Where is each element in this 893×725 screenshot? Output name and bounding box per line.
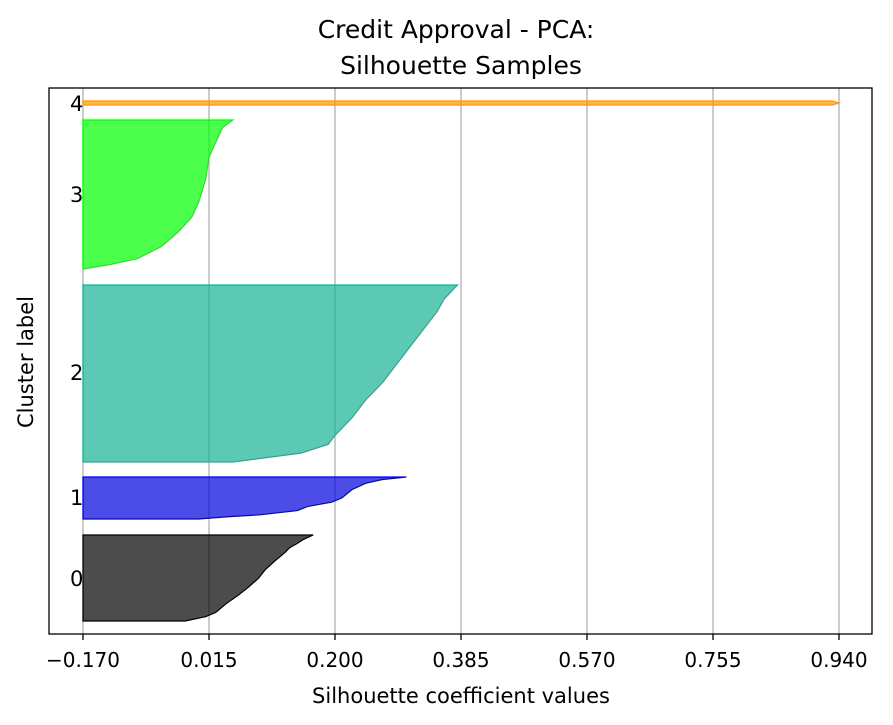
cluster-areas: 0 1 2 3 4 [70,92,842,622]
x-tick-label: 0.015 [180,648,237,672]
x-tick-label: 0.570 [558,648,615,672]
x-tick-label: 0.200 [306,648,363,672]
x-axis-ticks: −0.170 0.015 0.200 0.385 0.570 0.755 0.940 [46,634,868,672]
cluster-1-area [82,476,407,520]
cluster-3-label: 3 [70,183,83,207]
x-tick-label: −0.170 [46,648,120,672]
x-tick-label: 0.385 [432,648,489,672]
x-tick-label: 0.940 [810,648,867,672]
x-tick-label: 0.755 [684,648,741,672]
cluster-4-area [82,100,842,106]
cluster-0-area [82,534,314,622]
chart-title-line1: Credit Approval - PCA: [318,15,595,44]
cluster-4-label: 4 [70,92,83,116]
x-axis-label: Silhouette coefficient values [312,684,610,708]
cluster-3-area [82,119,235,270]
cluster-0-label: 0 [70,567,83,591]
cluster-1-label: 1 [70,486,83,510]
chart-title-line2: Silhouette Samples [340,51,582,80]
cluster-2-area [82,284,460,463]
y-axis-label: Cluster label [14,296,38,428]
cluster-2-label: 2 [70,361,83,385]
